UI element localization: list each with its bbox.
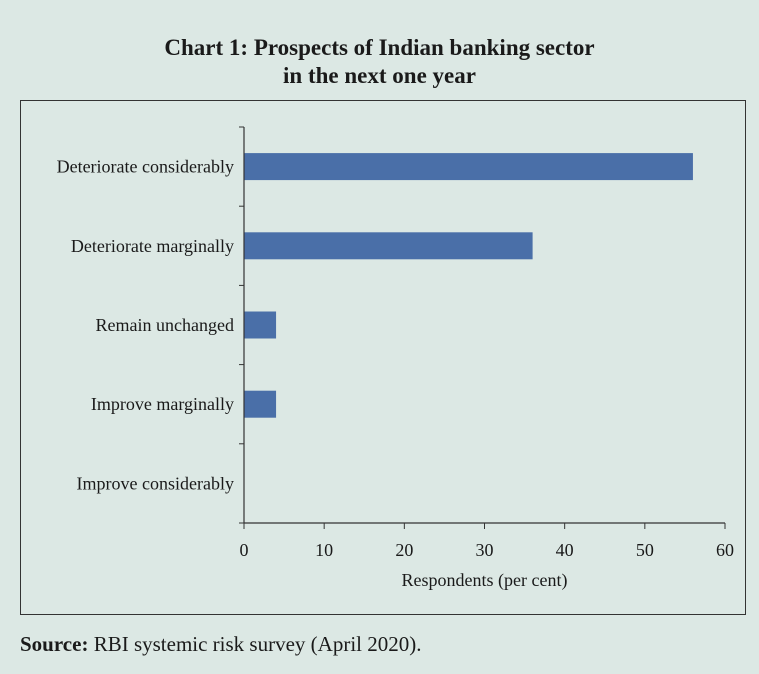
x-tick-label: 0 <box>240 540 249 560</box>
bar <box>244 390 277 418</box>
x-axis-title: Respondents (per cent) <box>402 570 568 591</box>
bar <box>244 311 277 339</box>
x-tick-label: 40 <box>556 540 574 560</box>
chart-frame <box>20 100 746 615</box>
source-text: RBI systemic risk survey (April 2020). <box>93 632 422 656</box>
category-label: Improve marginally <box>91 394 234 414</box>
chart-title: Chart 1: Prospects of Indian banking sec… <box>0 34 759 90</box>
chart-title-line2: in the next one year <box>283 63 476 88</box>
x-tick-label: 50 <box>636 540 654 560</box>
x-tick-label: 20 <box>395 540 413 560</box>
x-tick-label: 10 <box>315 540 333 560</box>
x-tick-label: 30 <box>476 540 494 560</box>
x-tick-label: 60 <box>716 540 734 560</box>
category-label: Deteriorate considerably <box>57 157 234 177</box>
source-note: Source: RBI systemic risk survey (April … <box>20 632 421 657</box>
chart-title-line1: Chart 1: Prospects of Indian banking sec… <box>164 35 595 60</box>
source-label: Source: <box>20 632 89 656</box>
category-label: Remain unchanged <box>96 315 234 335</box>
category-label: Improve considerably <box>77 473 234 493</box>
bar <box>244 232 533 260</box>
category-label: Deteriorate marginally <box>71 236 234 256</box>
bar <box>244 153 693 181</box>
